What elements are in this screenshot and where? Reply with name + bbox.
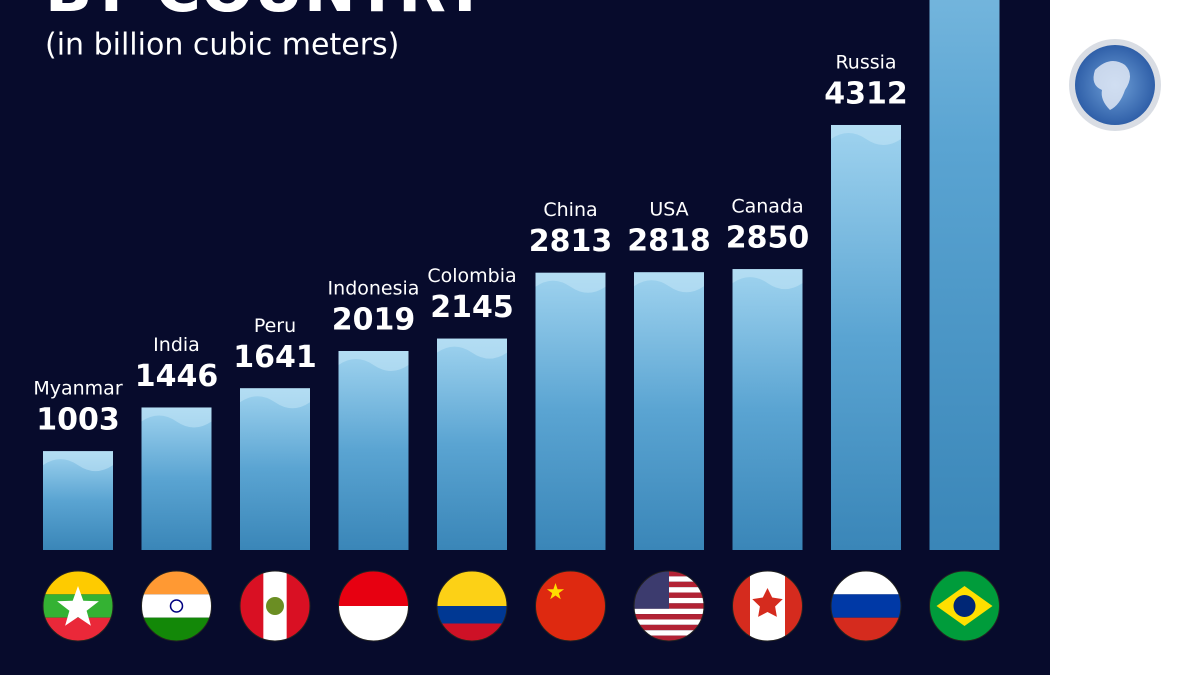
category-label: Canada <box>731 196 803 218</box>
bar-wave <box>437 338 507 359</box>
flag-body <box>634 571 704 641</box>
category-label: India <box>153 334 200 356</box>
value-label: 4312 <box>824 76 908 111</box>
category-label: China <box>543 199 597 221</box>
bar-wave <box>240 388 310 409</box>
flag-body <box>141 571 212 641</box>
bar-wave <box>634 272 704 293</box>
flag-part <box>831 617 901 641</box>
bar <box>831 124 901 550</box>
flag-body <box>831 571 901 641</box>
flag-border <box>239 570 311 642</box>
flag-body <box>535 571 606 641</box>
bar <box>437 338 507 550</box>
bar <box>141 407 212 550</box>
flag <box>830 570 902 642</box>
flag-part <box>634 635 704 641</box>
bar <box>240 388 310 550</box>
flag-part <box>141 617 212 641</box>
category-label: Colombia <box>427 265 516 287</box>
bar-wave <box>338 350 409 371</box>
category-label: Russia <box>835 51 896 73</box>
flag <box>42 570 114 642</box>
flag <box>436 570 508 642</box>
flag <box>338 570 409 642</box>
bars: Myanmar 1003 India 1446 Peru 1641 Indonesia 201… <box>33 0 1000 551</box>
flag-leaf <box>752 588 783 617</box>
bar-wave <box>831 124 901 145</box>
flag-border <box>830 570 902 642</box>
value-label: 2850 <box>726 221 810 256</box>
flag-part <box>286 571 310 641</box>
flag-part <box>43 571 113 595</box>
flag-part <box>141 594 212 618</box>
category-label: USA <box>649 199 688 221</box>
bar <box>535 272 606 550</box>
flag-part <box>831 594 901 618</box>
flag-part <box>634 619 704 625</box>
bar-wave <box>535 272 606 293</box>
flag-border <box>732 570 803 642</box>
flag <box>732 570 803 642</box>
flag-part <box>634 608 704 615</box>
logo <box>1069 39 1161 131</box>
flag-emblem <box>266 597 284 615</box>
value-label: 2145 <box>430 290 514 325</box>
value-label: 2818 <box>627 224 711 259</box>
flag-part <box>831 571 901 595</box>
flag-part <box>634 624 704 631</box>
category-label: Myanmar <box>33 378 122 400</box>
flag-part <box>240 571 264 641</box>
flag-star <box>57 586 99 626</box>
flag <box>239 570 311 642</box>
flag <box>633 570 705 642</box>
bar-wave <box>732 269 803 290</box>
value-label: 1003 <box>36 403 120 438</box>
flag <box>141 570 212 642</box>
flag <box>929 570 1000 642</box>
flag-body <box>929 571 1000 641</box>
flag-border <box>535 570 606 642</box>
flag-part <box>535 571 606 641</box>
flag-wheel <box>169 599 184 613</box>
bar-wave <box>43 451 113 472</box>
bar-wave <box>141 407 212 428</box>
flag-border <box>929 570 1000 642</box>
bar <box>929 0 1000 551</box>
bar <box>634 272 704 550</box>
flag-border <box>338 570 409 642</box>
value-label: 1446 <box>135 359 219 394</box>
category-label: Peru <box>254 315 296 337</box>
bar <box>732 269 803 550</box>
flag-border <box>436 570 508 642</box>
flag-border <box>633 570 705 642</box>
value-label: 2813 <box>529 224 613 259</box>
flag-part <box>634 630 704 636</box>
flags <box>42 570 1000 642</box>
flag-part <box>634 614 704 620</box>
flag-part <box>141 571 212 595</box>
flag-part <box>437 606 507 624</box>
flag-star <box>546 583 565 600</box>
chart-subtitle: (in billion cubic meters) <box>45 28 399 63</box>
value-label: 1641 <box>233 340 317 375</box>
flag-body <box>43 571 113 641</box>
flag-border <box>141 570 212 642</box>
category-label: Indonesia <box>328 277 420 299</box>
flag-globe <box>953 595 976 617</box>
flag-part <box>43 617 113 641</box>
flag <box>535 570 606 642</box>
flag-border <box>42 570 114 642</box>
flag-body <box>240 571 310 641</box>
bar <box>338 350 409 550</box>
chart-title: BY COUNTRY <box>45 0 488 26</box>
value-label: 2019 <box>332 302 416 337</box>
